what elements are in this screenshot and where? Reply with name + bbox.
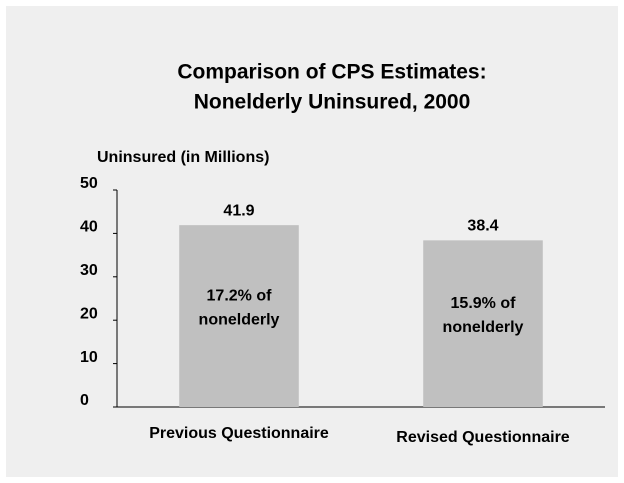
bar-annotation: 15.9% of: [451, 295, 517, 312]
chart-title: Comparison of CPS Estimates:: [177, 61, 486, 84]
bar-annotation: 17.2% of: [207, 287, 273, 304]
y-tick-label: 30: [80, 262, 98, 279]
value-label: 38.4: [467, 218, 498, 235]
bar-annotation: nonelderly: [199, 311, 280, 328]
y-axis-label: Uninsured (in Millions): [97, 149, 269, 166]
bar-annotation: nonelderly: [443, 319, 524, 336]
y-tick-label: 0: [80, 392, 89, 409]
value-label: 41.9: [223, 202, 254, 219]
y-tick-label: 20: [80, 305, 98, 322]
bar: [179, 225, 299, 407]
y-tick-label: 10: [80, 349, 98, 366]
y-tick-label: 40: [80, 219, 98, 236]
y-tick-label: 50: [80, 175, 98, 192]
x-tick-label: Revised Questionnaire: [396, 429, 569, 446]
x-tick-label: Previous Questionnaire: [149, 425, 329, 442]
bar: [423, 240, 543, 407]
chart-title: Nonelderly Uninsured, 2000: [194, 91, 471, 114]
